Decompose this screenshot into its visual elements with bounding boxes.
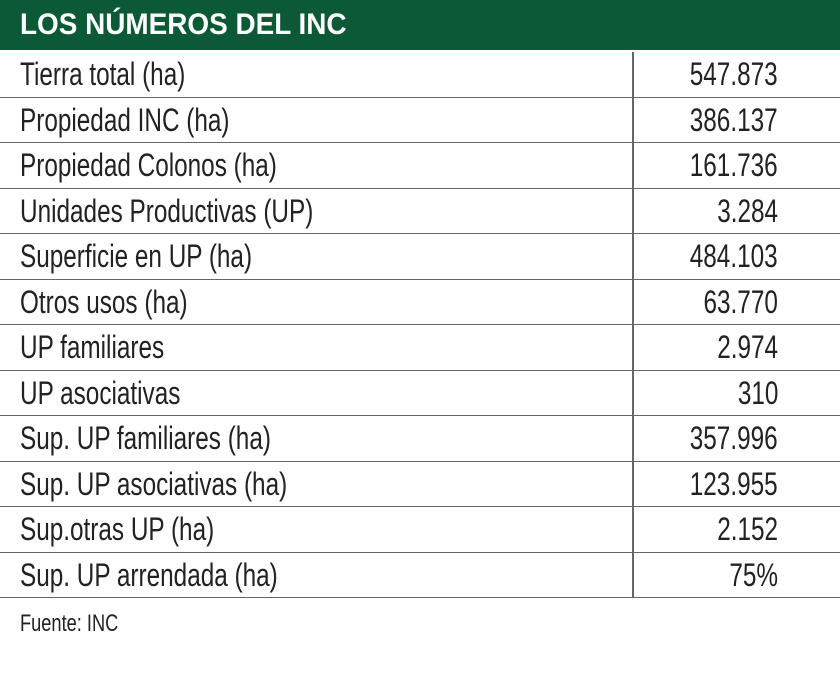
row-label: Sup. UP familiares (ha) [20, 420, 271, 456]
row-label: Superficie en UP (ha) [20, 238, 253, 274]
table-row: Sup. UP arrendada (ha) 75% [0, 553, 840, 598]
row-value: 386.137 [690, 101, 778, 138]
row-value: 2.974 [717, 329, 778, 365]
source-note: Fuente: INC [20, 610, 119, 637]
table-row: Sup.otras UP (ha) 2.152 [0, 507, 840, 553]
row-value: 484.103 [690, 238, 778, 274]
row-label: Sup.otras UP (ha) [20, 511, 215, 547]
table-row: Sup. UP familiares (ha) 357.996 [0, 416, 840, 462]
column-divider [632, 52, 634, 598]
table-row: Unidades Productivas (UP) 3.284 [0, 189, 840, 234]
row-label: Sup. UP arrendada (ha) [20, 556, 278, 593]
row-label: Otros usos (ha) [20, 283, 188, 320]
table-row: Propiedad Colonos (ha) 161.736 [0, 143, 840, 189]
row-label: Unidades Productivas (UP) [20, 192, 314, 229]
row-value: 310 [737, 374, 778, 411]
row-value: 161.736 [690, 147, 778, 183]
table-row: Sup. UP asociativas (ha) 123.955 [0, 462, 840, 507]
row-value: 547.873 [690, 56, 778, 92]
row-value: 3.284 [717, 192, 778, 229]
row-label: Propiedad INC (ha) [20, 101, 230, 138]
row-label: Sup. UP asociativas (ha) [20, 465, 288, 502]
table-row: UP familiares 2.974 [0, 325, 840, 371]
table-row: Superficie en UP (ha) 484.103 [0, 234, 840, 280]
row-value: 75% [729, 556, 778, 593]
table-row: Otros usos (ha) 63.770 [0, 280, 840, 325]
table-row: UP asociativas 310 [0, 371, 840, 416]
table-row: Propiedad INC (ha) 386.137 [0, 98, 840, 143]
title: LOS NÚMEROS DEL INC [20, 8, 347, 41]
row-label: Tierra total (ha) [20, 56, 186, 92]
table-row: Tierra total (ha) 547.873 [0, 52, 840, 98]
row-value: 357.996 [690, 420, 778, 456]
row-value: 2.152 [717, 511, 778, 547]
row-label: UP familiares [20, 329, 165, 365]
header-band: LOS NÚMEROS DEL INC [0, 0, 840, 50]
row-label: UP asociativas [20, 374, 181, 411]
row-value: 123.955 [690, 465, 778, 502]
row-label: Propiedad Colonos (ha) [20, 147, 277, 183]
table: Tierra total (ha) 547.873 Propiedad INC (h… [0, 52, 840, 598]
row-value: 63.770 [703, 283, 778, 320]
